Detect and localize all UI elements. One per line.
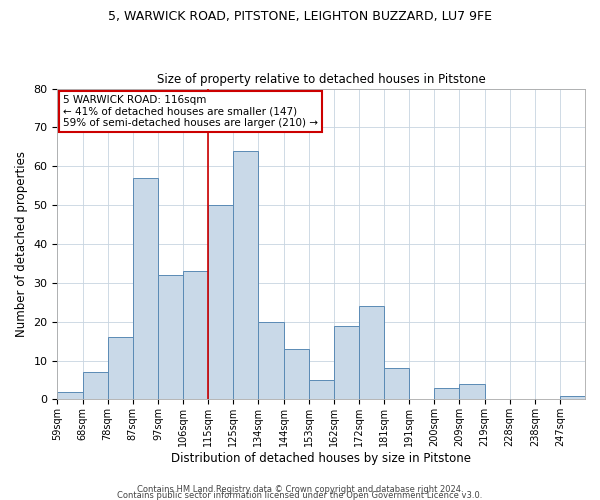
- Bar: [83, 372, 107, 400]
- Bar: [460, 384, 485, 400]
- Text: Contains HM Land Registry data © Crown copyright and database right 2024.: Contains HM Land Registry data © Crown c…: [137, 485, 463, 494]
- Text: 5, WARWICK ROAD, PITSTONE, LEIGHTON BUZZARD, LU7 9FE: 5, WARWICK ROAD, PITSTONE, LEIGHTON BUZZ…: [108, 10, 492, 23]
- Title: Size of property relative to detached houses in Pitstone: Size of property relative to detached ho…: [157, 73, 485, 86]
- X-axis label: Distribution of detached houses by size in Pitstone: Distribution of detached houses by size …: [171, 452, 471, 465]
- Bar: [183, 271, 208, 400]
- Bar: [284, 349, 308, 400]
- Bar: [133, 178, 158, 400]
- Bar: [384, 368, 409, 400]
- Bar: [434, 388, 460, 400]
- Bar: [560, 396, 585, 400]
- Bar: [308, 380, 334, 400]
- Bar: [334, 326, 359, 400]
- Bar: [208, 205, 233, 400]
- Text: Contains public sector information licensed under the Open Government Licence v3: Contains public sector information licen…: [118, 491, 482, 500]
- Bar: [107, 338, 133, 400]
- Bar: [259, 322, 284, 400]
- Bar: [158, 275, 183, 400]
- Text: 5 WARWICK ROAD: 116sqm
← 41% of detached houses are smaller (147)
59% of semi-de: 5 WARWICK ROAD: 116sqm ← 41% of detached…: [62, 95, 317, 128]
- Bar: [58, 392, 83, 400]
- Bar: [359, 306, 384, 400]
- Bar: [233, 150, 259, 400]
- Y-axis label: Number of detached properties: Number of detached properties: [15, 151, 28, 337]
